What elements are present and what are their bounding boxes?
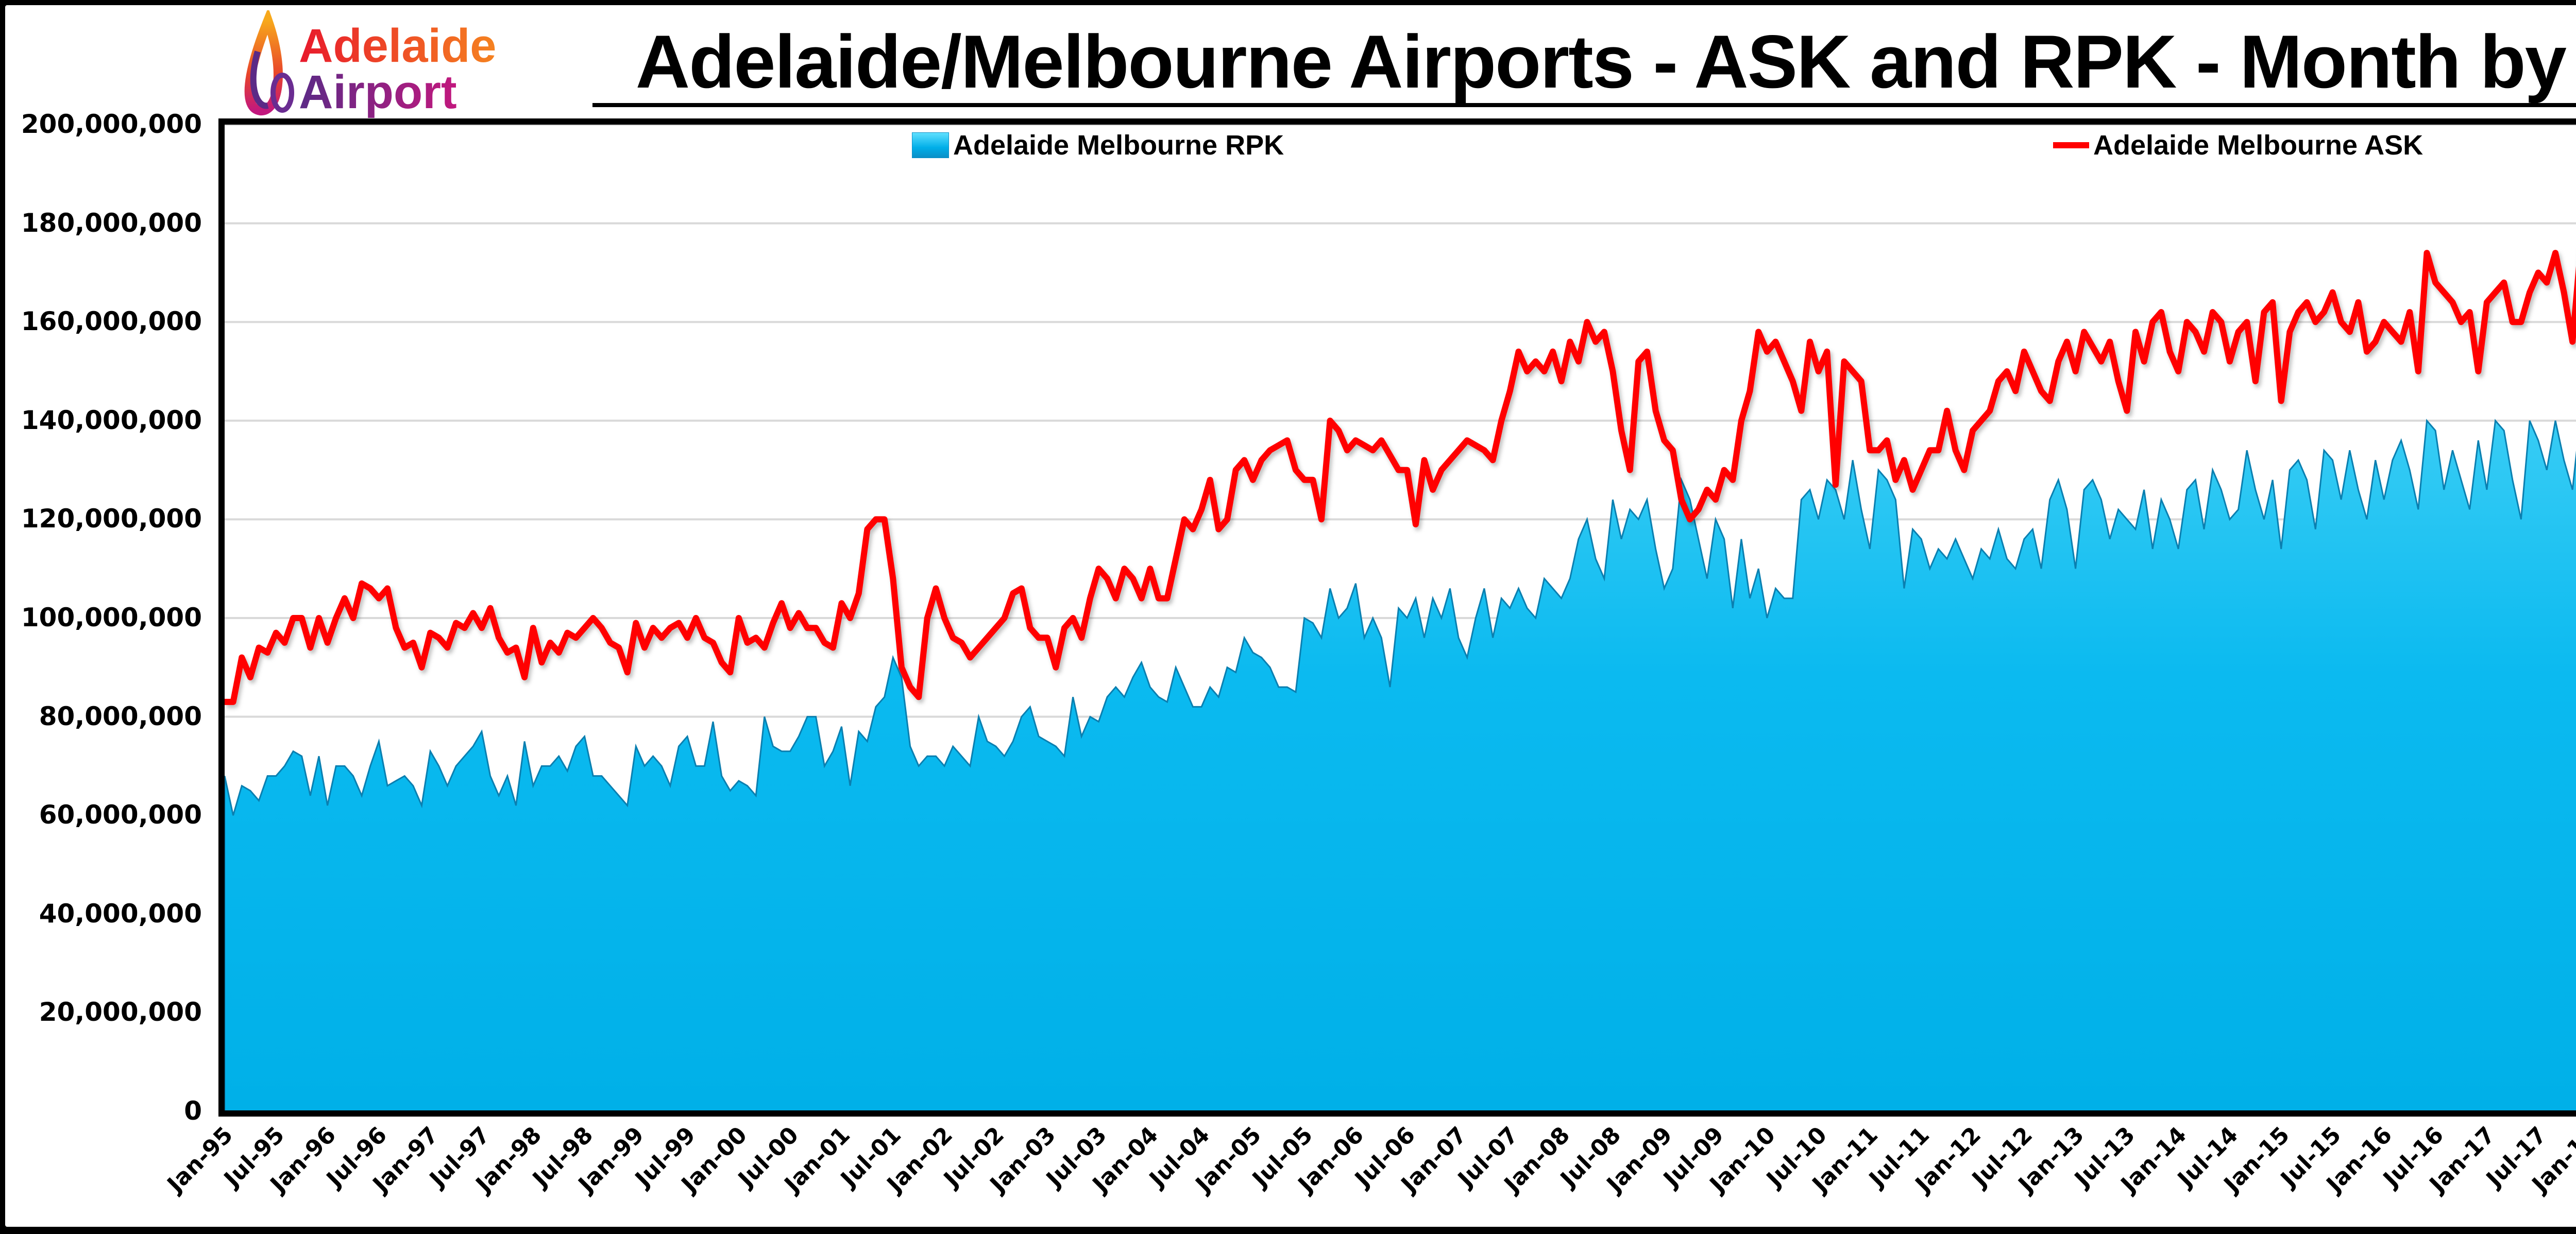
legend-item-rpk[interactable]: Adelaide Melbourne RPK <box>912 130 1284 161</box>
legend-swatch-line-icon <box>2053 142 2089 148</box>
y-tick-label: 40,000,000 <box>39 898 202 929</box>
adelaide-airport-logo: Adelaide Airport <box>237 7 526 118</box>
y-tick-label: 140,000,000 <box>21 405 202 435</box>
legend-label-ask: Adelaide Melbourne ASK <box>2093 130 2424 161</box>
rpk-area-series[interactable] <box>224 381 2576 1112</box>
chart-title: Adelaide/Melbourne Airports - ASK and RP… <box>635 20 2576 104</box>
plot-border <box>218 118 2576 1117</box>
y-tick-label: 200,000,000 <box>21 109 202 139</box>
logo-text-airport: Airport <box>299 66 457 118</box>
y-tick-label: 120,000,000 <box>21 504 202 534</box>
legend-swatch-area-icon <box>912 132 949 158</box>
adelaide-airport-logo-icon: Adelaide Airport <box>244 7 496 118</box>
title-divider <box>592 103 2576 107</box>
y-tick-label: 60,000,000 <box>39 800 202 830</box>
y-tick-label: 20,000,000 <box>39 997 202 1027</box>
y-tick-label: 180,000,000 <box>21 208 202 238</box>
ask-line-series[interactable] <box>225 233 2576 1072</box>
legend-label-rpk: Adelaide Melbourne RPK <box>953 130 1284 161</box>
y-tick-label: 0 <box>184 1096 202 1126</box>
y-tick-label: 160,000,000 <box>21 306 202 337</box>
logo-text-adelaide: Adelaide <box>299 20 496 72</box>
y-tick-label: 100,000,000 <box>21 603 202 632</box>
legend-item-ask[interactable]: Adelaide Melbourne ASK <box>2053 130 2423 161</box>
y-tick-label: 80,000,000 <box>39 701 202 731</box>
